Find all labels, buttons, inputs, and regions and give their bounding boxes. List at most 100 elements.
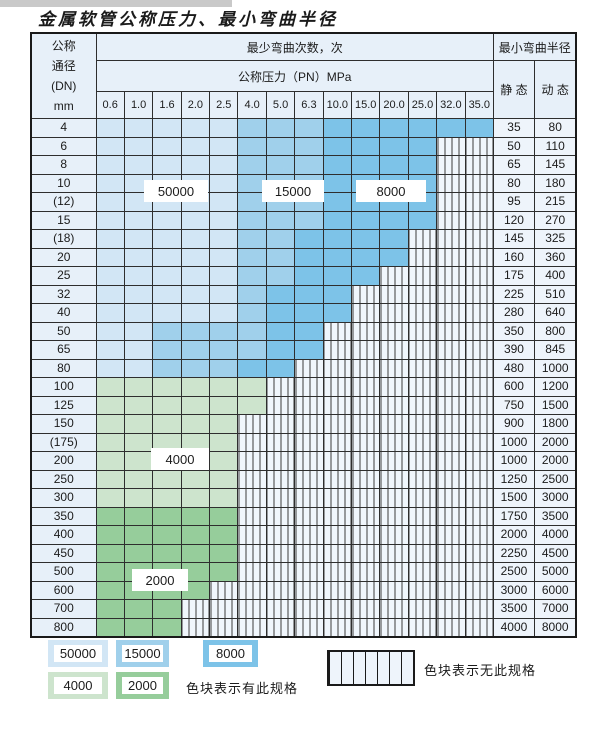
spec-cell-b2 xyxy=(294,136,324,156)
spec-cell-b1 xyxy=(123,284,154,304)
spec-cell-none xyxy=(379,488,409,508)
spec-cell-g1 xyxy=(209,451,239,471)
spec-cell-none xyxy=(265,543,296,563)
spec-cell-none xyxy=(407,377,438,397)
spec-cell-g1 xyxy=(180,469,211,489)
spec-cell-none xyxy=(407,395,438,415)
spec-cell-g2 xyxy=(123,525,154,545)
table-row: 100 600 1200 xyxy=(30,377,577,397)
spec-cell-none xyxy=(464,469,494,489)
legend-swatch-4000: 4000 xyxy=(48,672,108,699)
spec-cell-none xyxy=(436,469,466,489)
dynamic-radius-cell: 360 xyxy=(533,247,577,267)
spec-cell-b3 xyxy=(379,136,409,156)
spec-cell-none xyxy=(464,284,494,304)
spec-cell-g1 xyxy=(209,377,239,397)
spec-cell-none xyxy=(294,506,324,526)
spec-cell-g1 xyxy=(123,432,154,452)
region-label-50000: 50000 xyxy=(145,181,207,201)
header-pressure-col: 35.0 xyxy=(464,91,494,119)
static-radius-cell: 480 xyxy=(492,358,535,378)
spec-cell-g1 xyxy=(123,395,154,415)
spec-cell-none xyxy=(464,451,494,471)
spec-cell-none xyxy=(407,469,438,489)
spec-cell-none xyxy=(464,488,494,508)
spec-cell-none xyxy=(407,358,438,378)
spec-cell-g2 xyxy=(152,599,182,619)
spec-cell-b1 xyxy=(180,266,211,286)
spec-cell-none xyxy=(322,432,353,452)
spec-cell-none xyxy=(379,284,409,304)
dynamic-radius-cell: 3000 xyxy=(533,488,577,508)
spec-cell-none xyxy=(265,377,296,397)
spec-cell-b3 xyxy=(265,340,296,360)
spec-cell-b2 xyxy=(265,247,296,267)
spec-cell-b2 xyxy=(237,173,267,193)
table-row: 250 1250 2500 xyxy=(30,469,577,489)
spec-cell-b2 xyxy=(152,358,182,378)
spec-cell-b1 xyxy=(209,247,239,267)
dn-cell: (18) xyxy=(30,229,97,249)
spec-cell-b1 xyxy=(95,210,125,230)
spec-cell-b1 xyxy=(180,136,211,156)
dn-cell: 25 xyxy=(30,266,97,286)
dn-cell: (12) xyxy=(30,192,97,212)
spec-cell-none xyxy=(322,377,353,397)
spec-cell-none xyxy=(294,395,324,415)
spec-cell-none xyxy=(464,210,494,230)
spec-cell-b2 xyxy=(209,321,239,341)
spec-cell-none xyxy=(379,321,409,341)
dynamic-radius-cell: 4000 xyxy=(533,525,577,545)
spec-cell-none xyxy=(265,580,296,600)
dn-cell: 450 xyxy=(30,543,97,563)
spec-cell-none xyxy=(379,525,409,545)
spec-cell-b1 xyxy=(95,155,125,175)
table-row: 450 2250 4500 xyxy=(30,543,577,563)
static-radius-cell: 1500 xyxy=(492,488,535,508)
spec-cell-none xyxy=(436,525,466,545)
spec-cell-b2 xyxy=(237,266,267,286)
spec-cell-b3 xyxy=(407,210,438,230)
spec-cell-b1 xyxy=(209,284,239,304)
spec-cell-none xyxy=(294,358,324,378)
spec-cell-none xyxy=(351,525,381,545)
dynamic-radius-cell: 145 xyxy=(533,155,577,175)
spec-cell-none xyxy=(407,580,438,600)
spec-cell-none xyxy=(407,451,438,471)
spec-cell-b1 xyxy=(152,229,182,249)
spec-cell-b3 xyxy=(407,136,438,156)
spec-cell-none xyxy=(237,617,267,638)
spec-cell-b1 xyxy=(180,303,211,323)
dn-cell: 8 xyxy=(30,155,97,175)
spec-cell-g2 xyxy=(180,506,211,526)
spec-cell-g2 xyxy=(152,525,182,545)
spec-cell-b1 xyxy=(209,136,239,156)
legend-swatch-no-spec xyxy=(327,650,415,686)
dynamic-radius-cell: 3500 xyxy=(533,506,577,526)
spec-cell-none xyxy=(407,284,438,304)
dn-cell: 700 xyxy=(30,599,97,619)
spec-cell-b3 xyxy=(464,118,494,138)
static-radius-cell: 4000 xyxy=(492,617,535,638)
spec-cell-none xyxy=(379,617,409,638)
spec-cell-g1 xyxy=(95,469,125,489)
spec-cell-none xyxy=(294,599,324,619)
spec-cell-none xyxy=(322,506,353,526)
spec-cell-g1 xyxy=(180,432,211,452)
spec-cell-g1 xyxy=(180,377,211,397)
spec-cell-b1 xyxy=(123,340,154,360)
spec-cell-none xyxy=(237,543,267,563)
spec-cell-none xyxy=(237,580,267,600)
dn-cell: 6 xyxy=(30,136,97,156)
spec-cell-b2 xyxy=(265,155,296,175)
legend-swatch-label: 2000 xyxy=(122,677,163,694)
dynamic-radius-cell: 270 xyxy=(533,210,577,230)
dn-cell: 800 xyxy=(30,617,97,638)
table-row: 400 2000 4000 xyxy=(30,525,577,545)
spec-cell-g2 xyxy=(180,580,211,600)
spec-cell-b3 xyxy=(265,303,296,323)
spec-cell-none xyxy=(351,617,381,638)
dn-cell: 50 xyxy=(30,321,97,341)
spec-cell-b2 xyxy=(237,247,267,267)
spec-cell-g2 xyxy=(95,525,125,545)
